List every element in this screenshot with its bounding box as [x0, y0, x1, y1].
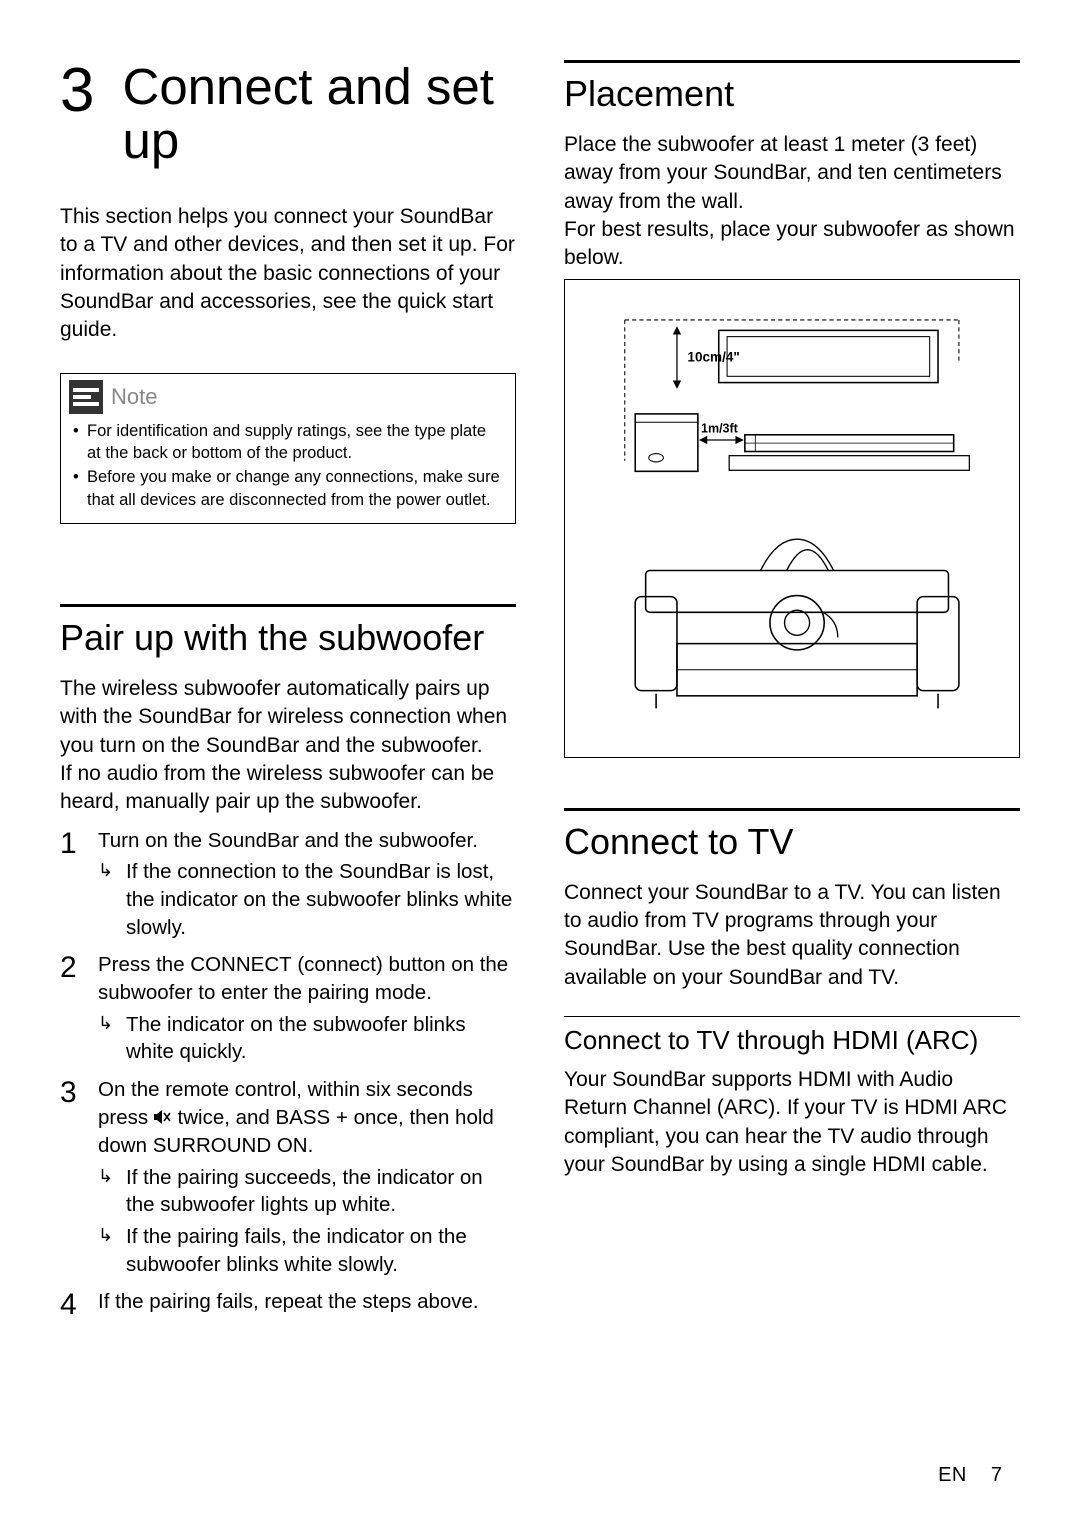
result-arrow-icon: ↳ — [98, 1164, 126, 1219]
note-icon — [69, 380, 103, 414]
result-arrow-icon: ↳ — [98, 858, 126, 941]
note-label: Note — [111, 384, 157, 410]
step: 3 On the remote control, within six seco… — [60, 1076, 516, 1278]
step-result: If the connection to the SoundBar is los… — [126, 858, 516, 941]
step-text: On the remote control, within six second… — [98, 1076, 516, 1160]
intro-paragraph: This section helps you connect your Soun… — [60, 203, 516, 345]
chapter-number: 3 — [60, 60, 94, 122]
placement-diagram: 10cm/4" 1m/3ft — [564, 279, 1020, 758]
text-bold: CONNECT — [190, 953, 291, 976]
step-text: Press the CONNECT (connect) button on th… — [98, 951, 516, 1006]
step: 4 If the pairing fails, repeat the steps… — [60, 1288, 516, 1321]
section-heading-connect-tv: Connect to TV — [564, 821, 1020, 863]
footer-lang: EN — [938, 1464, 967, 1486]
hdmi-arc-body: Your SoundBar supports HDMI with Audio R… — [564, 1066, 1020, 1179]
note-item: Before you make or change any connection… — [73, 466, 503, 511]
subsection-heading-hdmi-arc: Connect to TV through HDMI (ARC) — [564, 1025, 1020, 1056]
diagram-label-bar: 1m/3ft — [701, 421, 739, 435]
note-box: Note For identification and supply ratin… — [60, 373, 516, 524]
step-number: 2 — [60, 951, 98, 1066]
text-fragment: twice, and — [172, 1106, 276, 1129]
step-number: 1 — [60, 827, 98, 942]
text-bold: SURROUND ON — [153, 1134, 308, 1157]
text-bold: BASS + — [276, 1106, 348, 1129]
section-rule — [60, 604, 516, 607]
result-arrow-icon: ↳ — [98, 1011, 126, 1066]
placement-body: Place the subwoofer at least 1 meter (3 … — [564, 131, 1020, 273]
section-heading-pair: Pair up with the subwoofer — [60, 617, 516, 659]
result-arrow-icon: ↳ — [98, 1223, 126, 1278]
diagram-label-wall: 10cm/4" — [688, 349, 740, 364]
section-heading-placement: Placement — [564, 73, 1020, 115]
chapter-title-text: Connect and set up — [122, 60, 516, 167]
subsection-rule — [564, 1016, 1020, 1017]
step-number: 3 — [60, 1076, 98, 1278]
mute-icon — [154, 1104, 172, 1132]
step-result: If the pairing succeeds, the indicator o… — [126, 1164, 516, 1219]
step: 1 Turn on the SoundBar and the subwoofer… — [60, 827, 516, 942]
chapter-title: 3 Connect and set up — [60, 60, 516, 167]
step-text: Turn on the SoundBar and the subwoofer. — [98, 827, 516, 855]
pair-body: The wireless subwoofer automatically pai… — [60, 675, 516, 817]
step-text: If the pairing fails, repeat the steps a… — [98, 1288, 516, 1316]
text-fragment: Press the — [98, 953, 190, 976]
text-fragment: . — [308, 1134, 314, 1157]
footer-page-number: 7 — [991, 1464, 1002, 1486]
step-result: The indicator on the subwoofer blinks wh… — [126, 1011, 516, 1066]
step-number: 4 — [60, 1288, 98, 1321]
step-result: If the pairing fails, the indicator on t… — [126, 1223, 516, 1278]
section-rule — [564, 60, 1020, 63]
section-rule — [564, 808, 1020, 811]
note-item: For identification and supply ratings, s… — [73, 420, 503, 465]
connect-tv-body: Connect your SoundBar to a TV. You can l… — [564, 879, 1020, 992]
step: 2 Press the CONNECT (connect) button on … — [60, 951, 516, 1066]
page-footer: EN 7 — [938, 1464, 1002, 1487]
